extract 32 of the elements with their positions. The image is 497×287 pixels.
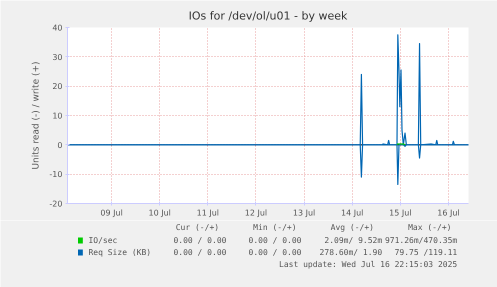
- text: Min (-/+): [253, 223, 297, 232]
- x-tick-label: 10 Jul: [148, 208, 171, 218]
- chart-title: IOs for /dev/ol/u01 - by week: [188, 10, 348, 22]
- x-tick-label: 12 Jul: [244, 208, 268, 218]
- y-tick-label: 40: [52, 24, 63, 32]
- y-tick-label: -20: [49, 200, 63, 208]
- text: 0.00 / 0.00: [173, 248, 227, 257]
- y-tick-label: -10: [49, 170, 63, 180]
- text: Max (-/+): [408, 223, 452, 232]
- y-axis-title: Units read (-) / write (+): [31, 61, 42, 170]
- text: Avg (-/+): [330, 223, 374, 232]
- x-tick-label: 15 Jul: [389, 208, 412, 218]
- text: 278.60m/ 1.90: [320, 248, 382, 257]
- y-tick-label: 10: [52, 112, 63, 120]
- text: Last update: Wed Jul 16 22:15:03 2025: [278, 260, 458, 269]
- text: 0.00 / 0.00: [248, 236, 302, 245]
- text: 0.00 / 0.00: [173, 236, 227, 245]
- x-tick-label: 16 Jul: [437, 208, 460, 218]
- legend-label: IO/sec: [88, 236, 118, 245]
- y-tick-label: 20: [52, 82, 63, 92]
- text: Cur (-/+): [176, 223, 220, 232]
- legend-label: Req Size (KB): [88, 248, 152, 257]
- text: 79.75 /119.11: [394, 248, 458, 257]
- y-tick-label: 0: [57, 140, 63, 150]
- x-tick-label: 09 Jul: [100, 208, 123, 218]
- x-tick-label: 11 Jul: [196, 208, 220, 218]
- text: 2.09m/ 9.52m: [324, 236, 382, 245]
- x-tick-label: 13 Jul: [292, 208, 316, 218]
- text: 0.00 / 0.00: [248, 248, 302, 257]
- y-tick-label: 30: [52, 52, 63, 62]
- x-tick-label: 14 Jul: [341, 208, 364, 218]
- text: 971.26m/470.35m: [384, 236, 458, 245]
